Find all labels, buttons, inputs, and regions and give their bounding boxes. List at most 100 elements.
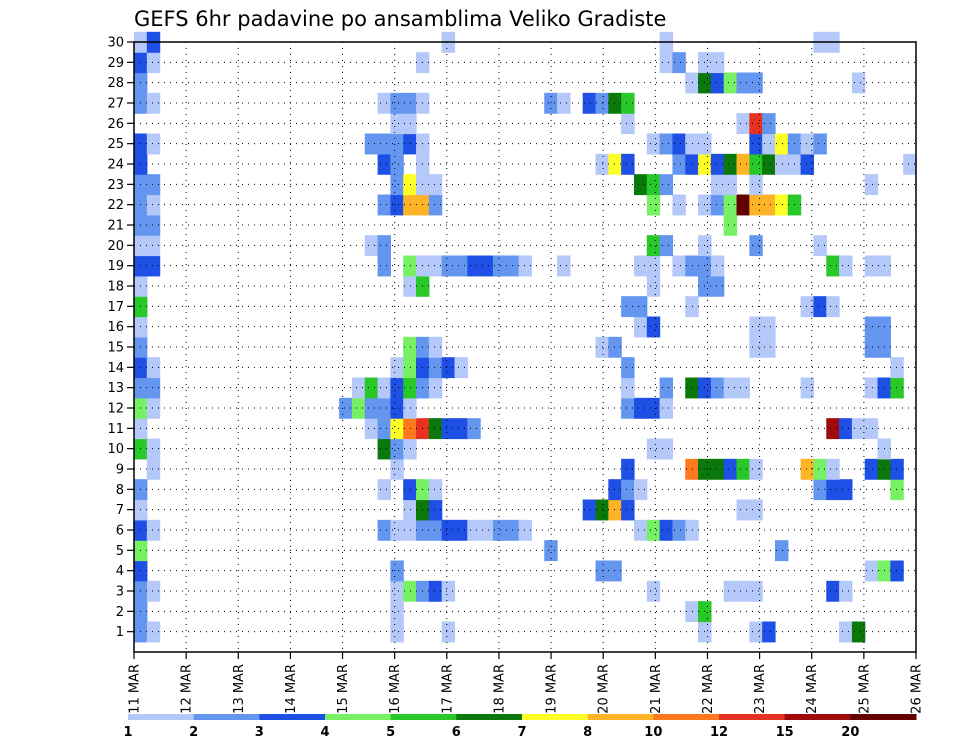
heatmap-cell	[467, 519, 481, 541]
heatmap-cell	[377, 397, 391, 419]
heatmap-cell	[364, 418, 379, 440]
heatmap-cell	[864, 560, 879, 582]
heatmap-cell	[749, 316, 763, 338]
heatmap-cell	[377, 377, 391, 399]
heatmap-cell	[864, 458, 879, 480]
heatmap-cell	[377, 153, 391, 175]
heatmap-cell	[839, 580, 853, 602]
heatmap-cell	[813, 296, 827, 318]
heatmap-cell	[864, 418, 879, 440]
heatmap-cell	[390, 438, 404, 460]
heatmap-cells	[134, 31, 917, 643]
y-tick-label: 24	[107, 158, 124, 173]
colorbar-label: 6	[452, 725, 461, 740]
heatmap-cell	[723, 153, 738, 175]
heatmap-cell	[723, 377, 738, 399]
y-tick-label: 15	[107, 341, 124, 356]
y-tick-label: 20	[107, 239, 124, 254]
heatmap-cell	[557, 92, 571, 114]
y-tick-label: 28	[107, 76, 124, 91]
colorbar-label: 3	[255, 725, 264, 740]
heatmap-cell	[621, 296, 635, 318]
colorbar-swatch	[456, 714, 523, 720]
heatmap-cell	[839, 479, 853, 501]
y-tick-label: 1	[116, 625, 124, 640]
heatmap-cell	[749, 336, 763, 358]
heatmap-cell	[621, 92, 635, 114]
x-tick-label: 26 MAR	[910, 664, 925, 714]
y-tick-label: 5	[116, 544, 124, 559]
heatmap-cell	[685, 377, 699, 399]
heatmap-cell	[851, 621, 866, 643]
heatmap-cell	[390, 580, 404, 602]
heatmap-cell	[377, 479, 391, 501]
heatmap-cell	[403, 336, 417, 358]
heatmap-cell	[377, 255, 391, 277]
heatmap-cell	[428, 377, 443, 399]
heatmap-cell	[390, 194, 404, 216]
heatmap-cell	[685, 458, 699, 480]
heatmap-cell	[403, 194, 417, 216]
heatmap-cell	[659, 174, 674, 196]
heatmap-cell	[659, 377, 674, 399]
heatmap-cell	[633, 316, 648, 338]
heatmap-cell	[890, 357, 904, 379]
heatmap-cell	[710, 458, 725, 480]
heatmap-cell	[749, 174, 763, 196]
heatmap-cell	[646, 519, 661, 541]
heatmap-cell	[428, 580, 443, 602]
heatmap-cell	[749, 621, 763, 643]
heatmap-cell	[146, 397, 161, 419]
colorbar-label: 7	[517, 725, 526, 740]
x-tick-label: 21 MAR	[649, 664, 664, 714]
y-tick-label: 17	[107, 300, 124, 315]
y-tick-label: 7	[116, 503, 124, 518]
heatmap-cell	[762, 113, 776, 135]
heatmap-cell	[672, 52, 686, 74]
heatmap-cell	[762, 194, 776, 216]
heatmap-cell	[377, 418, 391, 440]
heatmap-cell	[710, 275, 725, 297]
heatmap-cell	[403, 499, 417, 521]
heatmap-cell	[146, 458, 161, 480]
heatmap-cell	[800, 458, 815, 480]
heatmap-cell	[364, 377, 379, 399]
heatmap-cell	[403, 275, 417, 297]
heatmap-cell	[390, 357, 404, 379]
heatmap-cell	[633, 479, 648, 501]
x-tick-label: 20 MAR	[597, 664, 612, 714]
heatmap-cell	[800, 153, 815, 175]
heatmap-cell	[621, 499, 635, 521]
heatmap-cell	[826, 458, 840, 480]
heatmap-cell	[839, 255, 853, 277]
heatmap-cell	[659, 397, 674, 419]
heatmap-cell	[903, 153, 917, 175]
heatmap-cell	[826, 580, 840, 602]
heatmap-cell	[467, 255, 481, 277]
grid-lines	[133, 41, 917, 652]
heatmap-cell	[749, 580, 763, 602]
x-tick-label: 19 MAR	[545, 664, 560, 714]
y-tick-label: 21	[107, 219, 124, 234]
heatmap-cell	[390, 174, 404, 196]
y-tick-label: 12	[107, 402, 124, 417]
heatmap-cell	[685, 519, 699, 541]
heatmap-cell	[774, 194, 789, 216]
heatmap-cell	[736, 72, 750, 94]
heatmap-cell	[864, 377, 879, 399]
heatmap-cell	[813, 235, 827, 257]
y-tick-label: 6	[116, 524, 124, 539]
colorbar-swatch	[259, 714, 326, 720]
colorbar-label: 10	[644, 725, 662, 740]
y-tick-label: 23	[107, 178, 124, 193]
heatmap-cell	[364, 235, 379, 257]
heatmap-cell	[428, 194, 443, 216]
heatmap-cell	[749, 153, 763, 175]
heatmap-cell	[467, 418, 481, 440]
heatmap-cell	[441, 621, 456, 643]
heatmap-cell	[864, 255, 879, 277]
heatmap-cell	[736, 580, 750, 602]
heatmap-cell	[621, 377, 635, 399]
heatmap-cell	[864, 316, 879, 338]
heatmap-cell	[146, 580, 161, 602]
